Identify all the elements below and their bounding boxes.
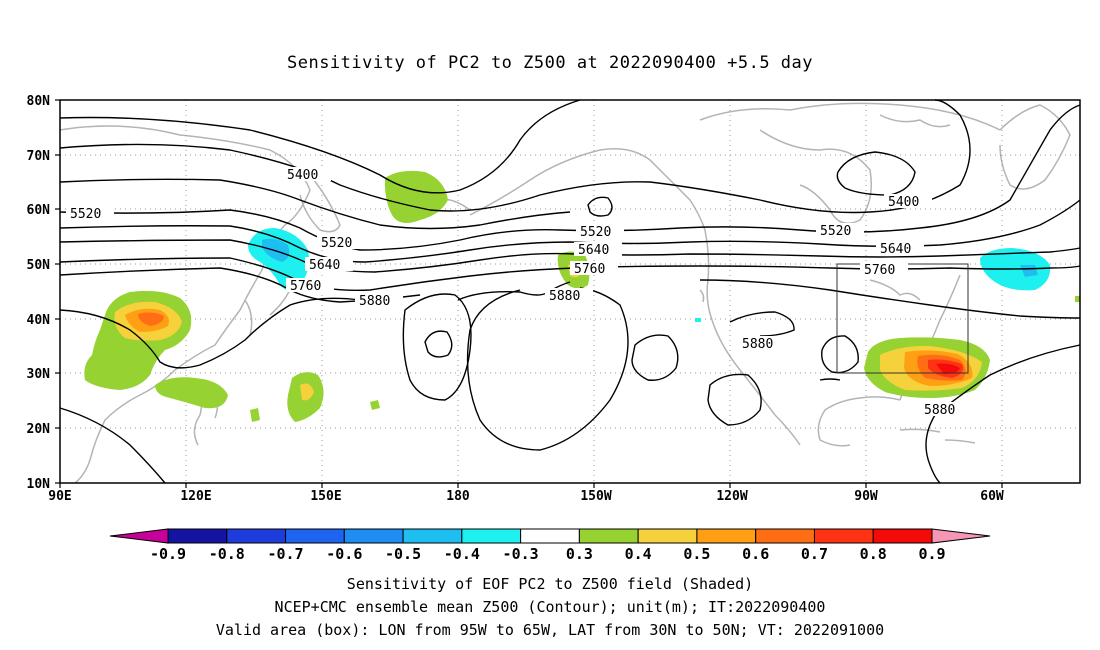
- lat-label: 10N: [27, 477, 51, 492]
- shade-china-dark: [138, 312, 164, 326]
- shade-wpac-y: [300, 383, 314, 401]
- contour-label: 5640: [880, 242, 911, 257]
- latitude-labels: 80N 70N 60N 50N 40N 30N 20N 10N: [27, 94, 51, 492]
- shade-sc-sea: [155, 377, 228, 409]
- contour-label: 5880: [359, 294, 390, 309]
- colorbar-label: 0.8: [860, 545, 887, 563]
- lat-label: 60N: [27, 203, 51, 218]
- colorbar-label: -0.4: [444, 545, 480, 563]
- contour-label: 5400: [287, 168, 318, 183]
- colorbar-label: 0.3: [566, 545, 593, 563]
- contour-label: 5880: [924, 403, 955, 418]
- z500-contours: [59, 99, 1081, 484]
- contour-labels: 5400 5520 5520 5640 5760 5880 5520 5640 …: [66, 167, 968, 418]
- colorbar-swatch: [461, 528, 522, 544]
- contour-label: 5520: [820, 224, 851, 239]
- colorbar-label: 0.6: [742, 545, 769, 563]
- lon-label: 90E: [48, 489, 71, 504]
- colorbar-swatch: [167, 528, 228, 544]
- caption-line-1: Sensitivity of EOF PC2 to Z500 field (Sh…: [347, 575, 753, 593]
- colorbar-swatch: [226, 528, 287, 544]
- figure-title: Sensitivity of PC2 to Z500 at 2022090400…: [287, 53, 813, 73]
- lon-label: 120W: [716, 489, 747, 504]
- lon-label: 150W: [580, 489, 611, 504]
- colorbar-labels: -0.9 -0.8 -0.7 -0.6 -0.5 -0.4 -0.3 0.3 0.4 0.5 0.6…: [150, 545, 946, 563]
- contour-label: 5520: [321, 236, 352, 251]
- caption-line-3: Valid area (box): LON from 95W to 65W, L…: [216, 621, 884, 639]
- contour-label: 5400: [888, 195, 919, 210]
- colorbar-swatch: [520, 528, 580, 544]
- colorbar-label: -0.7: [267, 545, 303, 563]
- colorbar-swatch: [285, 528, 345, 544]
- colorbar-label: 0.4: [625, 545, 652, 563]
- lon-label: 90W: [854, 489, 878, 504]
- contour-label: 5640: [309, 258, 340, 273]
- lon-label: 120E: [180, 489, 211, 504]
- colorbar-label: -0.9: [150, 545, 186, 563]
- colorbar-swatch: [755, 528, 815, 544]
- colorbar-label: 0.7: [801, 545, 828, 563]
- colorbar-swatch: [813, 528, 874, 544]
- contour-label: 5520: [70, 207, 101, 222]
- lon-label: 60W: [980, 489, 1004, 504]
- map-panel: 5400 5520 5520 5640 5760 5880 5520 5640 …: [55, 99, 1081, 488]
- colorbar: [109, 528, 991, 544]
- lat-label: 20N: [27, 422, 51, 437]
- lon-label: 180: [446, 489, 470, 504]
- lat-label: 70N: [27, 149, 51, 164]
- colorbar-label: -0.5: [385, 545, 421, 563]
- colorbar-swatch: [343, 528, 404, 544]
- longitude-labels: 90E 120E 150E 180 150W 120W 90W 60W: [48, 489, 1004, 504]
- colorbar-label: -0.3: [503, 545, 539, 563]
- lon-label: 150E: [310, 489, 341, 504]
- shade-seus-r3: [936, 363, 960, 374]
- contour-label: 5760: [864, 263, 895, 278]
- lat-label: 80N: [27, 94, 51, 109]
- contour-label: 5880: [742, 337, 773, 352]
- contour-label: 5640: [578, 243, 609, 258]
- contour-label: 5760: [574, 262, 605, 277]
- colorbar-label: 0.5: [683, 545, 710, 563]
- colorbar-high-arrow: [931, 528, 991, 544]
- lat-label: 50N: [27, 258, 51, 273]
- colorbar-low-arrow: [109, 528, 169, 544]
- colorbar-swatch: [637, 528, 698, 544]
- colorbar-swatch: [696, 528, 757, 544]
- colorbar-swatch: [578, 528, 639, 544]
- caption-line-2: NCEP+CMC ensemble mean Z500 (Contour); u…: [275, 598, 826, 616]
- colorbar-label: -0.6: [326, 545, 362, 563]
- colorbar-label: 0.9: [918, 545, 945, 563]
- lat-label: 40N: [27, 313, 51, 328]
- lat-label: 30N: [27, 367, 51, 382]
- colorbar-label: -0.8: [209, 545, 245, 563]
- contour-label: 5760: [290, 279, 321, 294]
- colorbar-swatch: [402, 528, 463, 544]
- contour-label: 5880: [549, 289, 580, 304]
- colorbar-swatch: [872, 528, 933, 544]
- contour-label: 5520: [580, 225, 611, 240]
